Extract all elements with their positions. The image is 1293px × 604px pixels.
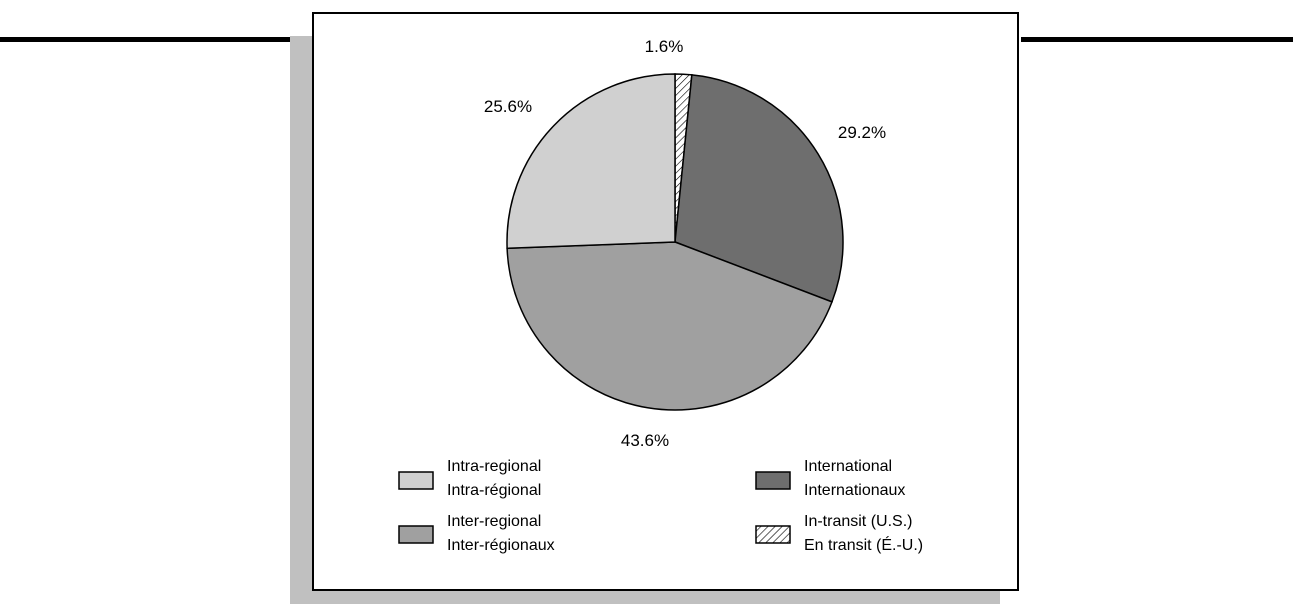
legend-item: International Internationaux bbox=[755, 458, 905, 499]
top-rule-right bbox=[1021, 37, 1293, 42]
legend-item: In-transit (U.S.) En transit (É.-U.) bbox=[755, 513, 923, 554]
chart-legend: Intra-regional Intra-régional Internationa… bbox=[398, 458, 923, 554]
legend-label-english: International bbox=[804, 458, 892, 475]
slice-percent-label: 1.6% bbox=[645, 37, 684, 56]
legend-swatch bbox=[755, 471, 791, 490]
pie-percent-labels: 1.6% 29.2% 43.6% 25.6% bbox=[484, 37, 886, 450]
pie-slice-1 bbox=[674, 74, 844, 303]
pie-slice-2 bbox=[506, 241, 833, 411]
legend-item: Intra-regional Intra-régional bbox=[398, 458, 541, 499]
legend-label-french: En transit (É.-U.) bbox=[804, 535, 923, 554]
legend-label-french: Inter-régionaux bbox=[447, 537, 555, 554]
legend-swatch bbox=[398, 525, 434, 544]
slice-percent-label: 29.2% bbox=[838, 123, 886, 142]
legend-label-english: Inter-regional bbox=[447, 513, 541, 530]
legend-swatch bbox=[398, 471, 434, 490]
legend-label-english: In-transit (U.S.) bbox=[804, 513, 912, 530]
legend-swatch bbox=[755, 525, 791, 544]
slice-percent-label: 25.6% bbox=[484, 97, 532, 116]
pie-slices bbox=[506, 73, 844, 411]
legend-label-french: Internationaux bbox=[804, 482, 905, 499]
legend-item: Inter-regional Inter-régionaux bbox=[398, 513, 555, 554]
top-rule-left bbox=[0, 37, 312, 42]
slice-percent-label: 43.6% bbox=[621, 431, 669, 450]
legend-label-french: Intra-régional bbox=[447, 482, 541, 499]
pie-slice-3 bbox=[506, 73, 676, 250]
legend-label-english: Intra-regional bbox=[447, 458, 541, 475]
